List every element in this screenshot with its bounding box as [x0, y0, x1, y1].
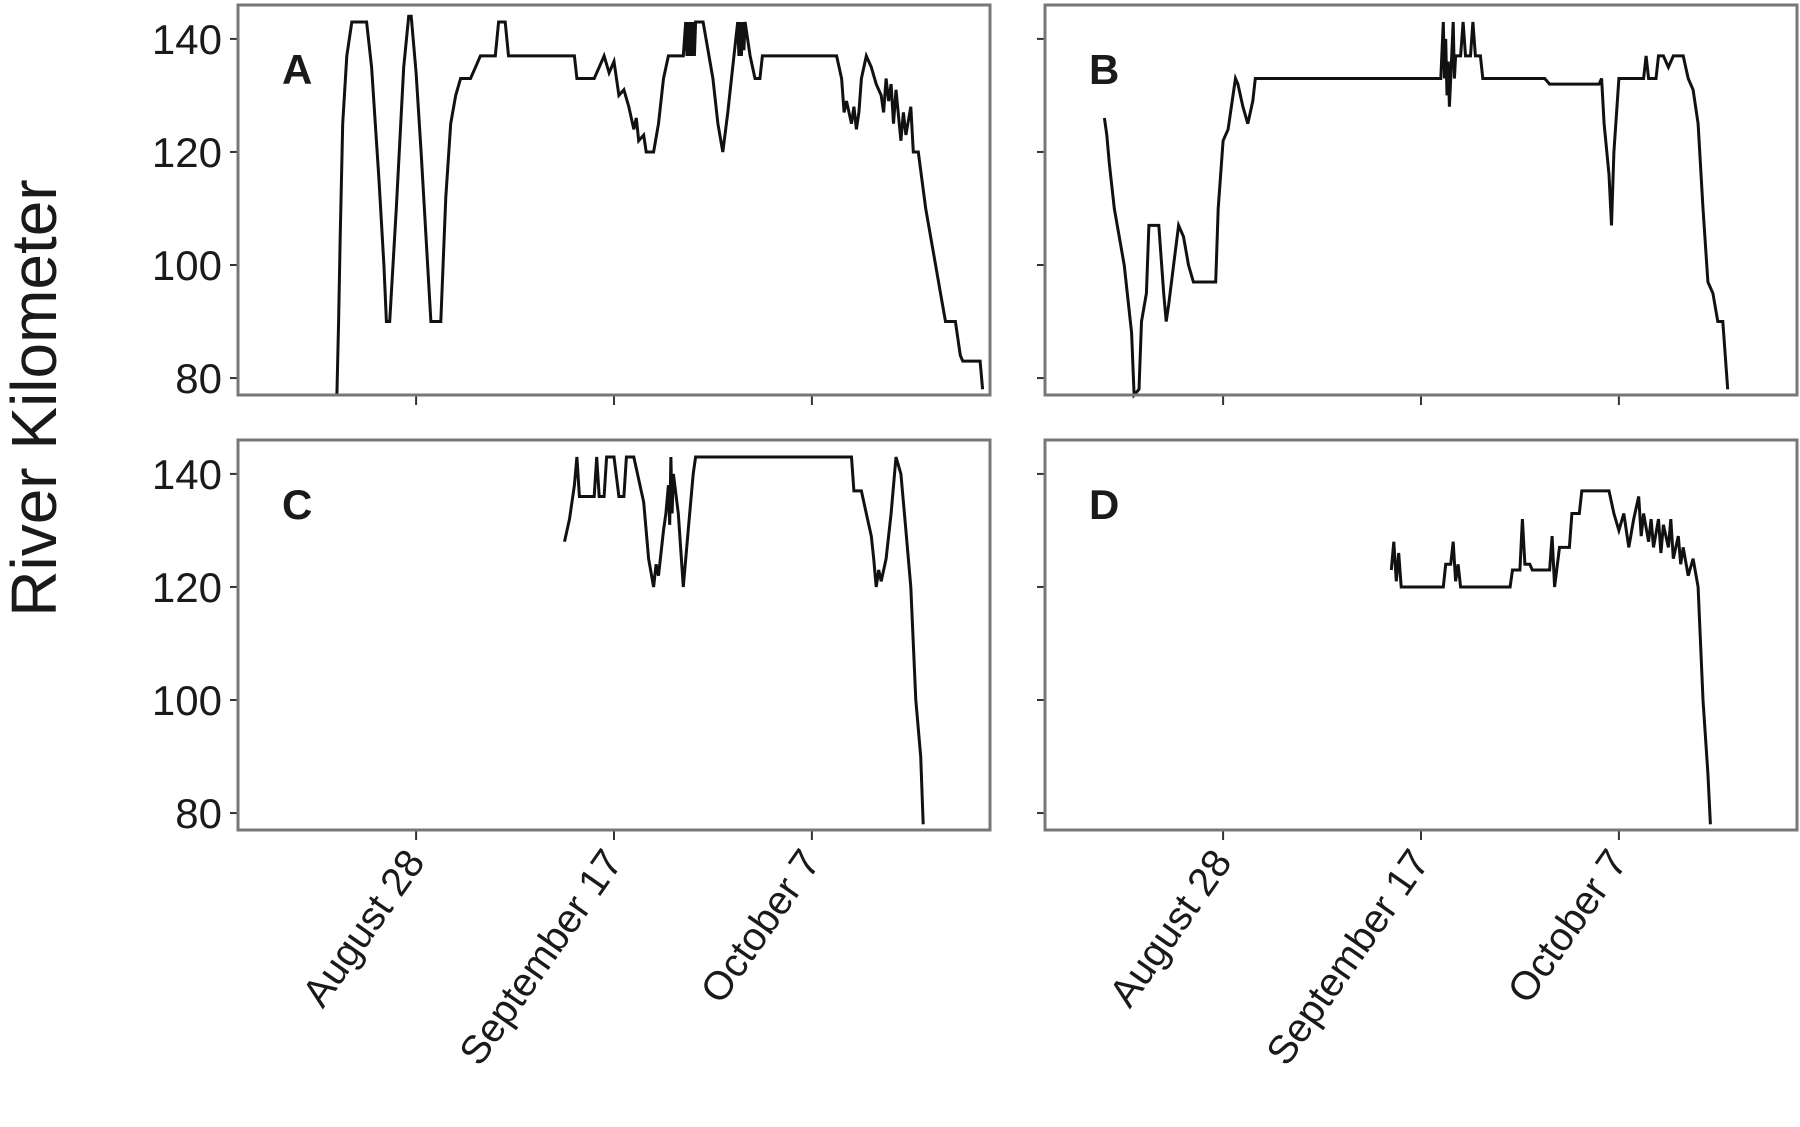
panel-c-label: C: [282, 481, 312, 528]
panel-d-label: D: [1089, 481, 1119, 528]
panel-d-xtick-label-0: August 28: [1101, 842, 1240, 1015]
panel-a-ytick-label-1: 100: [152, 242, 222, 289]
panel-b: B: [1037, 3, 1799, 405]
panel-d-xtick-label-2: October 7: [1499, 842, 1636, 1011]
panel-c-frame: [236, 438, 992, 832]
panel-d-trace: [1389, 489, 1712, 825]
panel-c-ticks: 80 100 120 140 August 28 September 17 October …: [152, 451, 829, 1073]
panel-d: August 28 September 17 October 7 D: [1037, 438, 1799, 1073]
panel-c-xtick-label-2: October 7: [692, 842, 829, 1011]
panel-d-frame: [1043, 438, 1799, 832]
panel-d-ticks: August 28 September 17 October 7: [1037, 472, 1636, 1073]
panel-c: 80 100 120 140 August 28 September 17 October …: [152, 438, 992, 1073]
panel-a-label: A: [282, 46, 312, 93]
panel-b-trace: [1102, 21, 1730, 399]
panel-a-trace: [335, 14, 985, 396]
panel-c-ytick-label-3: 140: [152, 451, 222, 498]
panel-a-ytick-label-2: 120: [152, 129, 222, 176]
panel-c-ytick-label-1: 100: [152, 677, 222, 724]
panel-a-ytick-label-3: 140: [152, 16, 222, 63]
panel-a: 80 100 120 140 A: [152, 3, 992, 405]
panel-c-xtick-label-1: September 17: [451, 842, 631, 1073]
panel-c-xtick-label-0: August 28: [294, 842, 433, 1015]
panel-c-trace: [563, 455, 925, 825]
panel-c-ytick-label-2: 120: [152, 564, 222, 611]
panel-b-ticks: [1037, 37, 1620, 405]
panel-b-frame: [1043, 3, 1799, 397]
panel-a-frame: [236, 3, 992, 397]
panel-d-xtick-label-1: September 17: [1258, 842, 1438, 1073]
panel-b-label: B: [1089, 46, 1119, 93]
y-axis-label: River Kilometer: [0, 179, 70, 616]
panel-a-ytick-label-0: 80: [175, 355, 222, 402]
panel-c-ytick-label-0: 80: [175, 790, 222, 837]
panel-a-ticks: 80 100 120 140: [152, 16, 813, 405]
